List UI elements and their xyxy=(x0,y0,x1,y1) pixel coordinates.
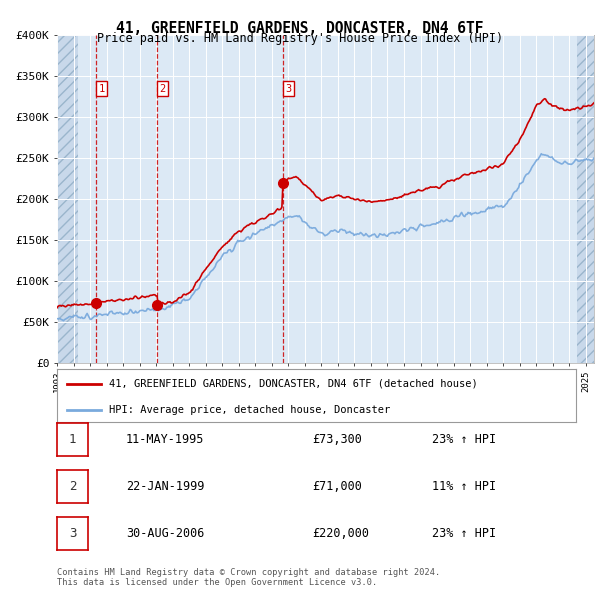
Text: 41, GREENFIELD GARDENS, DONCASTER, DN4 6TF: 41, GREENFIELD GARDENS, DONCASTER, DN4 6… xyxy=(116,21,484,35)
Text: £73,300: £73,300 xyxy=(312,433,362,446)
Bar xyxy=(577,35,594,363)
Text: 2: 2 xyxy=(69,480,76,493)
Text: 11% ↑ HPI: 11% ↑ HPI xyxy=(432,480,496,493)
Text: 3: 3 xyxy=(285,84,292,94)
Bar xyxy=(57,35,79,363)
Text: 22-JAN-1999: 22-JAN-1999 xyxy=(126,480,205,493)
Text: 1: 1 xyxy=(69,433,76,446)
Text: Price paid vs. HM Land Registry's House Price Index (HPI): Price paid vs. HM Land Registry's House … xyxy=(97,32,503,45)
Text: 11-MAY-1995: 11-MAY-1995 xyxy=(126,433,205,446)
Text: HPI: Average price, detached house, Doncaster: HPI: Average price, detached house, Donc… xyxy=(109,405,390,415)
Text: 1: 1 xyxy=(98,84,105,94)
Text: £71,000: £71,000 xyxy=(312,480,362,493)
Text: 23% ↑ HPI: 23% ↑ HPI xyxy=(432,433,496,446)
Text: 30-AUG-2006: 30-AUG-2006 xyxy=(126,527,205,540)
Text: £220,000: £220,000 xyxy=(312,527,369,540)
Text: Contains HM Land Registry data © Crown copyright and database right 2024.
This d: Contains HM Land Registry data © Crown c… xyxy=(57,568,440,587)
Text: 2: 2 xyxy=(160,84,166,94)
Text: 3: 3 xyxy=(69,527,76,540)
Text: 23% ↑ HPI: 23% ↑ HPI xyxy=(432,527,496,540)
Text: 41, GREENFIELD GARDENS, DONCASTER, DN4 6TF (detached house): 41, GREENFIELD GARDENS, DONCASTER, DN4 6… xyxy=(109,379,478,389)
